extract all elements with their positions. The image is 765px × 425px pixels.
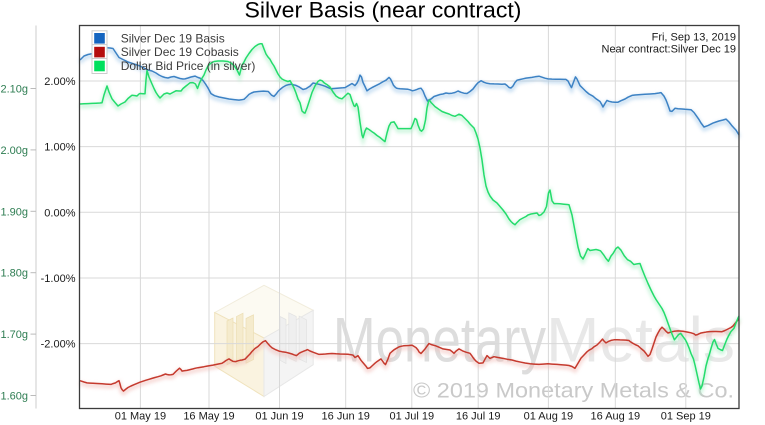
svg-text:Near contract:Silver Dec 19: Near contract:Silver Dec 19 <box>602 44 737 56</box>
svg-text:Silver Basis (near contract): Silver Basis (near contract) <box>245 0 522 23</box>
svg-text:2.00g: 2.00g <box>0 145 28 157</box>
svg-text:0.00%: 0.00% <box>44 207 75 219</box>
svg-text:1.90g: 1.90g <box>0 206 28 218</box>
svg-text:Silver Dec 19 Cobasis: Silver Dec 19 Cobasis <box>121 45 239 59</box>
svg-text:16 Aug 19: 16 Aug 19 <box>591 411 641 423</box>
svg-text:01 May 19: 01 May 19 <box>115 411 166 423</box>
svg-text:Dollar Bid Price (in silver): Dollar Bid Price (in silver) <box>121 59 256 73</box>
svg-text:Silver Dec 19 Basis: Silver Dec 19 Basis <box>121 31 225 45</box>
svg-text:1.60g: 1.60g <box>0 391 28 403</box>
svg-text:16 Jun 19: 16 Jun 19 <box>322 411 370 423</box>
svg-text:01 Jul 19: 01 Jul 19 <box>389 411 434 423</box>
svg-text:Fri, Sep 13, 2019: Fri, Sep 13, 2019 <box>652 31 736 43</box>
svg-text:1.00%: 1.00% <box>44 142 75 154</box>
svg-text:16 Jul 19: 16 Jul 19 <box>456 411 501 423</box>
svg-text:-2.00%: -2.00% <box>41 339 76 351</box>
svg-text:1.70g: 1.70g <box>0 329 28 341</box>
svg-text:2.00%: 2.00% <box>44 76 75 88</box>
svg-text:01 Aug 19: 01 Aug 19 <box>524 411 574 423</box>
svg-text:-1.00%: -1.00% <box>41 273 76 285</box>
svg-text:01 Sep 19: 01 Sep 19 <box>661 411 711 423</box>
svg-text:16 May 19: 16 May 19 <box>183 411 234 423</box>
svg-text:2.10g: 2.10g <box>0 84 28 96</box>
svg-text:1.80g: 1.80g <box>0 268 28 280</box>
svg-text:© 2019 Monetary Metals & Co.: © 2019 Monetary Metals & Co. <box>413 380 734 403</box>
svg-text:01 Jun 19: 01 Jun 19 <box>255 411 303 423</box>
